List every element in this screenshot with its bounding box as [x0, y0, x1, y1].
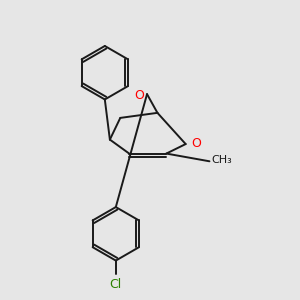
Text: CH₃: CH₃ [211, 155, 232, 165]
Text: O: O [134, 89, 144, 102]
Text: Cl: Cl [110, 278, 122, 290]
Text: O: O [191, 137, 201, 150]
